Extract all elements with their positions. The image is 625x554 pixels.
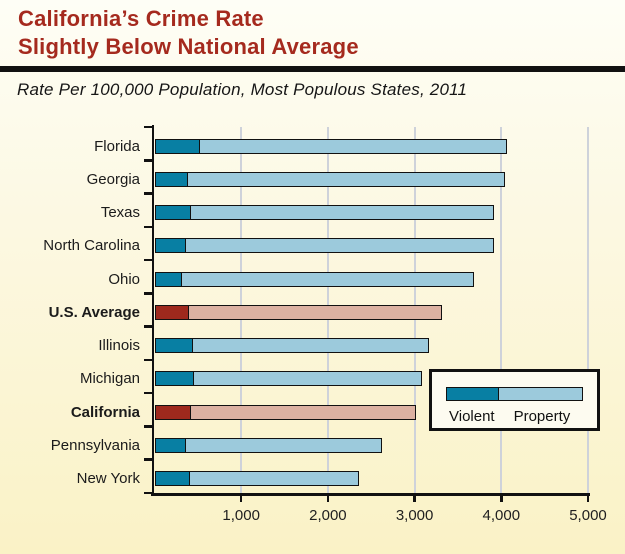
page-title-line2: Slightly Below National Average [18,34,359,59]
y-axis-tick [144,325,154,328]
title-divider-rule [0,66,625,72]
x-axis-tick-4000 [500,493,503,502]
y-axis-tick [144,225,154,229]
page-title-line1: California’s Crime Rate [18,6,264,31]
y-axis-tick [144,458,154,461]
bar-segment-violent [155,405,192,419]
bar-segment-violent [155,372,195,386]
bar-row [154,404,417,420]
bar-segment-property [192,339,428,353]
x-tick-label-5000: 5,000 [569,507,607,524]
bar-segment-property [194,372,421,386]
page-title: California’s Crime Rate Slightly Below N… [18,5,359,61]
bar-segment-violent [155,472,191,486]
bar-segment-property [185,239,493,253]
row-label-michigan: Michigan [79,370,140,388]
bar-segment-violent [155,206,191,220]
bar-segment-violent [155,139,201,153]
legend-label-violent: Violent [449,408,495,425]
bar-segment-property [187,172,505,186]
bar-segment-property [200,139,507,153]
x-tick-label-4000: 4,000 [482,507,521,524]
row-label-north-carolina: North Carolina [43,237,140,255]
x-axis-line [151,492,590,496]
bar-segment-property [182,272,474,286]
bar-row [154,205,494,221]
bar-row [154,238,494,254]
bar-segment-property [190,206,493,220]
x-axis-tick-3000 [413,493,416,502]
bar-segment-violent [155,239,186,253]
bar-row [154,371,422,387]
y-axis-line [151,125,154,496]
row-label-u-s-average: U.S. Average [48,303,140,321]
x-tick-label-1000: 1,000 [222,507,260,524]
row-label-new-york: New York [76,470,140,488]
bar-segment-violent [155,272,183,286]
y-axis-tick [144,192,154,195]
bar-segment-violent [155,172,188,186]
bar-segment-property [191,405,416,419]
bar-row [154,271,475,287]
legend-sample-bar [446,387,583,401]
legend-violent-swatch [447,388,499,400]
bar-segment-property [185,438,382,452]
bar-segment-property [190,472,358,486]
legend-label-property: Property [513,408,571,425]
x-axis-tick-5000 [586,493,590,502]
bar-row [154,338,429,354]
bar-segment-property [188,305,441,319]
bar-segment-violent [155,305,189,319]
gridline-4000 [500,127,503,493]
y-axis-tick [144,425,154,428]
legend-labels: Violent Property [449,408,570,425]
row-label-pennsylvania: Pennsylvania [50,436,140,454]
bar-row [154,304,442,320]
y-axis-tick [144,258,154,262]
x-tick-label-2000: 2,000 [309,507,347,524]
legend: Violent Property [429,369,600,431]
legend-property-swatch [498,388,582,400]
y-axis-tick [144,292,154,295]
row-label-ohio: Ohio [108,270,140,288]
y-axis-tick [144,358,154,362]
gridline-5000 [587,127,589,493]
row-label-illinois: Illinois [98,337,140,355]
bar-segment-violent [155,438,186,452]
y-axis-tick [144,125,154,129]
x-axis-tick-1000 [239,493,243,502]
bar-segment-violent [155,339,193,353]
y-axis-tick [144,491,154,495]
y-axis-tick [144,391,154,395]
bar-row [154,171,506,187]
x-tick-label-3000: 3,000 [395,507,434,524]
row-label-florida: Florida [94,137,140,155]
row-label-georgia: Georgia [86,170,140,188]
chart-subtitle: Rate Per 100,000 Population, Most Populo… [17,80,468,99]
bar-row [154,471,359,487]
y-axis-tick [144,159,154,162]
x-axis-tick-2000 [326,493,330,502]
bar-row [154,437,383,453]
row-label-texas: Texas [100,204,140,222]
bar-row [154,138,508,154]
row-label-california: California [70,403,140,421]
